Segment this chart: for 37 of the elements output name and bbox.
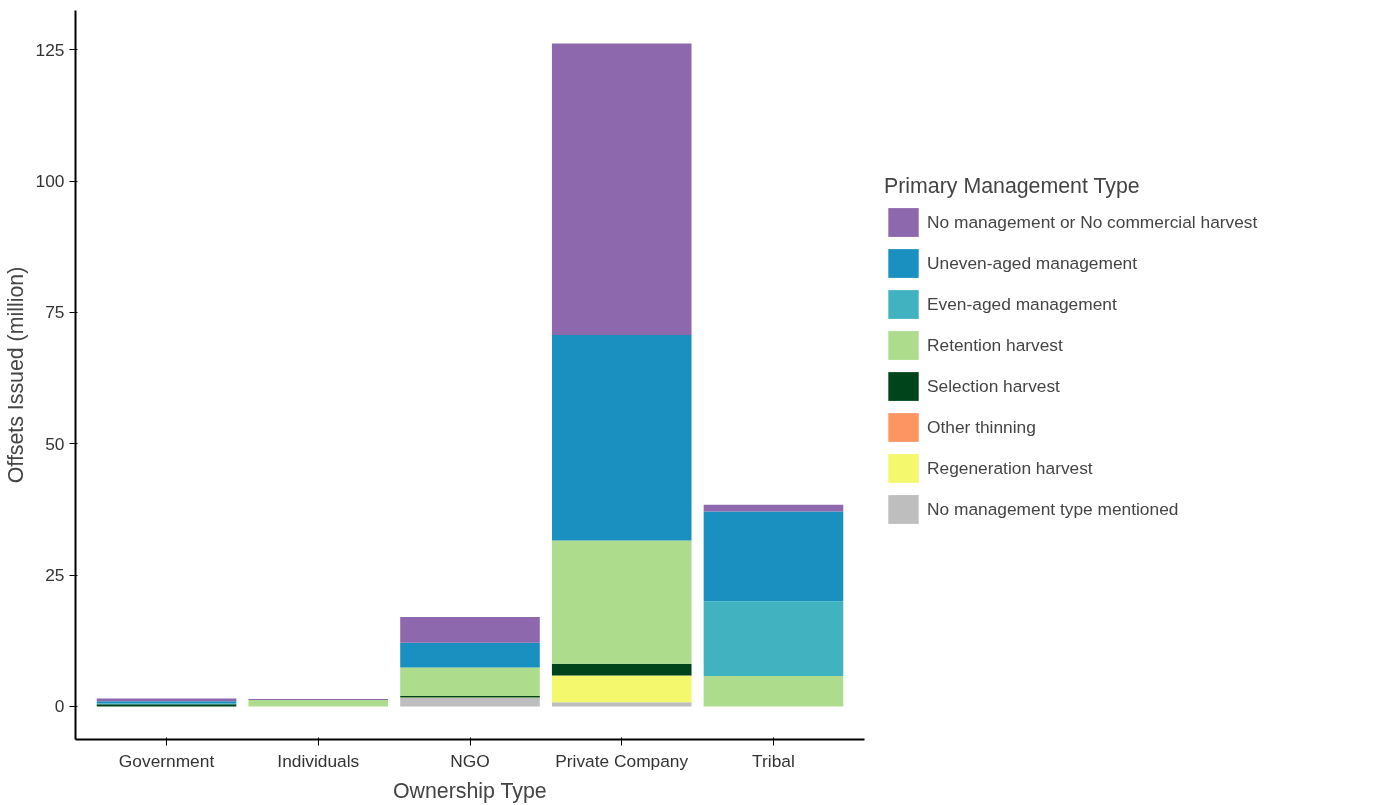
bar <box>400 667 540 696</box>
bar <box>703 511 844 602</box>
legend-label: Retention harvest <box>927 333 1063 357</box>
bar <box>551 702 692 707</box>
bar <box>551 663 692 676</box>
legend-label: Regeneration harvest <box>927 456 1093 480</box>
x-tick-label: Tribal <box>752 750 795 771</box>
bar <box>400 617 540 643</box>
x-tick-label: Individuals <box>277 750 360 771</box>
bar <box>703 601 844 676</box>
bar <box>551 43 692 336</box>
x-axis-title: Ownership Type <box>392 778 547 803</box>
legend-label: No management type mentioned <box>927 497 1179 521</box>
bar <box>551 335 692 541</box>
bar <box>703 675 844 707</box>
bar <box>551 540 692 664</box>
y-tick-label: 100 <box>35 171 65 192</box>
x-tick-label: Government <box>118 750 215 771</box>
bar <box>551 675 692 703</box>
bar <box>400 698 540 707</box>
y-tick-label: 75 <box>45 302 65 323</box>
legend-label: Uneven-aged management <box>927 251 1138 275</box>
y-tick-label: 50 <box>45 433 65 454</box>
legend-label: Selection harvest <box>927 374 1060 398</box>
bar <box>703 504 844 512</box>
legend-title: Primary Management Type <box>884 174 1141 199</box>
legend-label: Even-aged management <box>927 292 1117 316</box>
bar <box>248 700 389 707</box>
y-axis-title: Offsets Issued (million) <box>3 266 28 484</box>
legend-label: No management or No commercial harvest <box>927 210 1258 234</box>
x-tick-label: NGO <box>450 750 490 771</box>
y-tick-label: 0 <box>54 696 65 717</box>
y-tick-label: 125 <box>35 39 65 60</box>
bar <box>400 642 540 668</box>
legend-label: Other thinning <box>927 415 1036 439</box>
x-tick-label: Private Company <box>555 750 689 771</box>
y-tick-label: 25 <box>45 565 65 586</box>
